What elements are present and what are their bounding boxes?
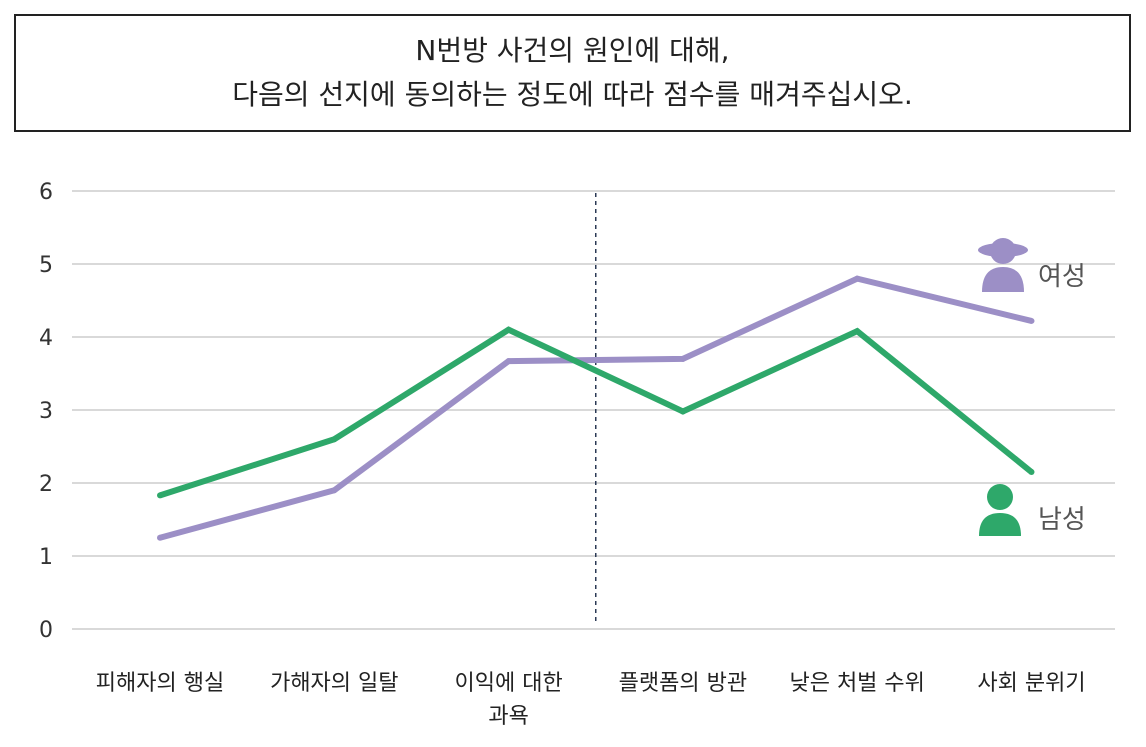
category-label: 과욕 <box>488 704 528 729</box>
data-point-여성-4 <box>854 275 861 282</box>
data-point-남성-2 <box>505 326 512 333</box>
legend-label-남성: 남성 <box>1038 505 1086 535</box>
y-tick-label: 6 <box>39 180 53 205</box>
category-label: 낮은 처벌 수위 <box>789 671 924 696</box>
y-tick-label: 3 <box>39 399 53 424</box>
male-person-icon <box>979 484 1021 536</box>
data-point-남성-4 <box>854 328 861 335</box>
category-label: 피해자의 행실 <box>96 671 224 696</box>
data-point-남성-3 <box>679 408 686 415</box>
data-point-여성-5 <box>1028 317 1035 324</box>
data-point-남성-5 <box>1028 469 1035 476</box>
data-point-여성-3 <box>679 355 686 362</box>
question-line-2: 다음의 선지에 동의하는 정도에 따라 점수를 매겨주십시오. <box>232 78 913 111</box>
data-point-여성-1 <box>331 487 338 494</box>
series-line-여성 <box>159 275 1033 541</box>
data-point-여성-0 <box>157 534 163 541</box>
female-person-icon <box>978 238 1028 292</box>
category-label: 사회 분위기 <box>977 671 1085 696</box>
y-tick-label: 2 <box>39 472 53 497</box>
y-tick-label: 1 <box>39 545 53 570</box>
legend-label-여성: 여성 <box>1038 262 1086 292</box>
data-point-남성-0 <box>157 492 163 499</box>
question-line-1: N번방 사건의 원인에 대해, <box>415 34 730 67</box>
question-box: N번방 사건의 원인에 대해, 다음의 선지에 동의하는 정도에 따라 점수를 … <box>14 14 1131 132</box>
data-point-여성-2 <box>505 358 512 365</box>
category-label: 플랫폼의 방관 <box>619 671 747 696</box>
data-point-남성-1 <box>331 436 338 443</box>
category-label: 이익에 대한 <box>454 671 562 696</box>
series-line-남성 <box>159 326 1034 499</box>
y-tick-label: 0 <box>39 618 53 643</box>
y-tick-label: 5 <box>39 253 53 278</box>
category-label: 가해자의 일탈 <box>270 671 398 696</box>
y-tick-label: 4 <box>39 326 53 351</box>
